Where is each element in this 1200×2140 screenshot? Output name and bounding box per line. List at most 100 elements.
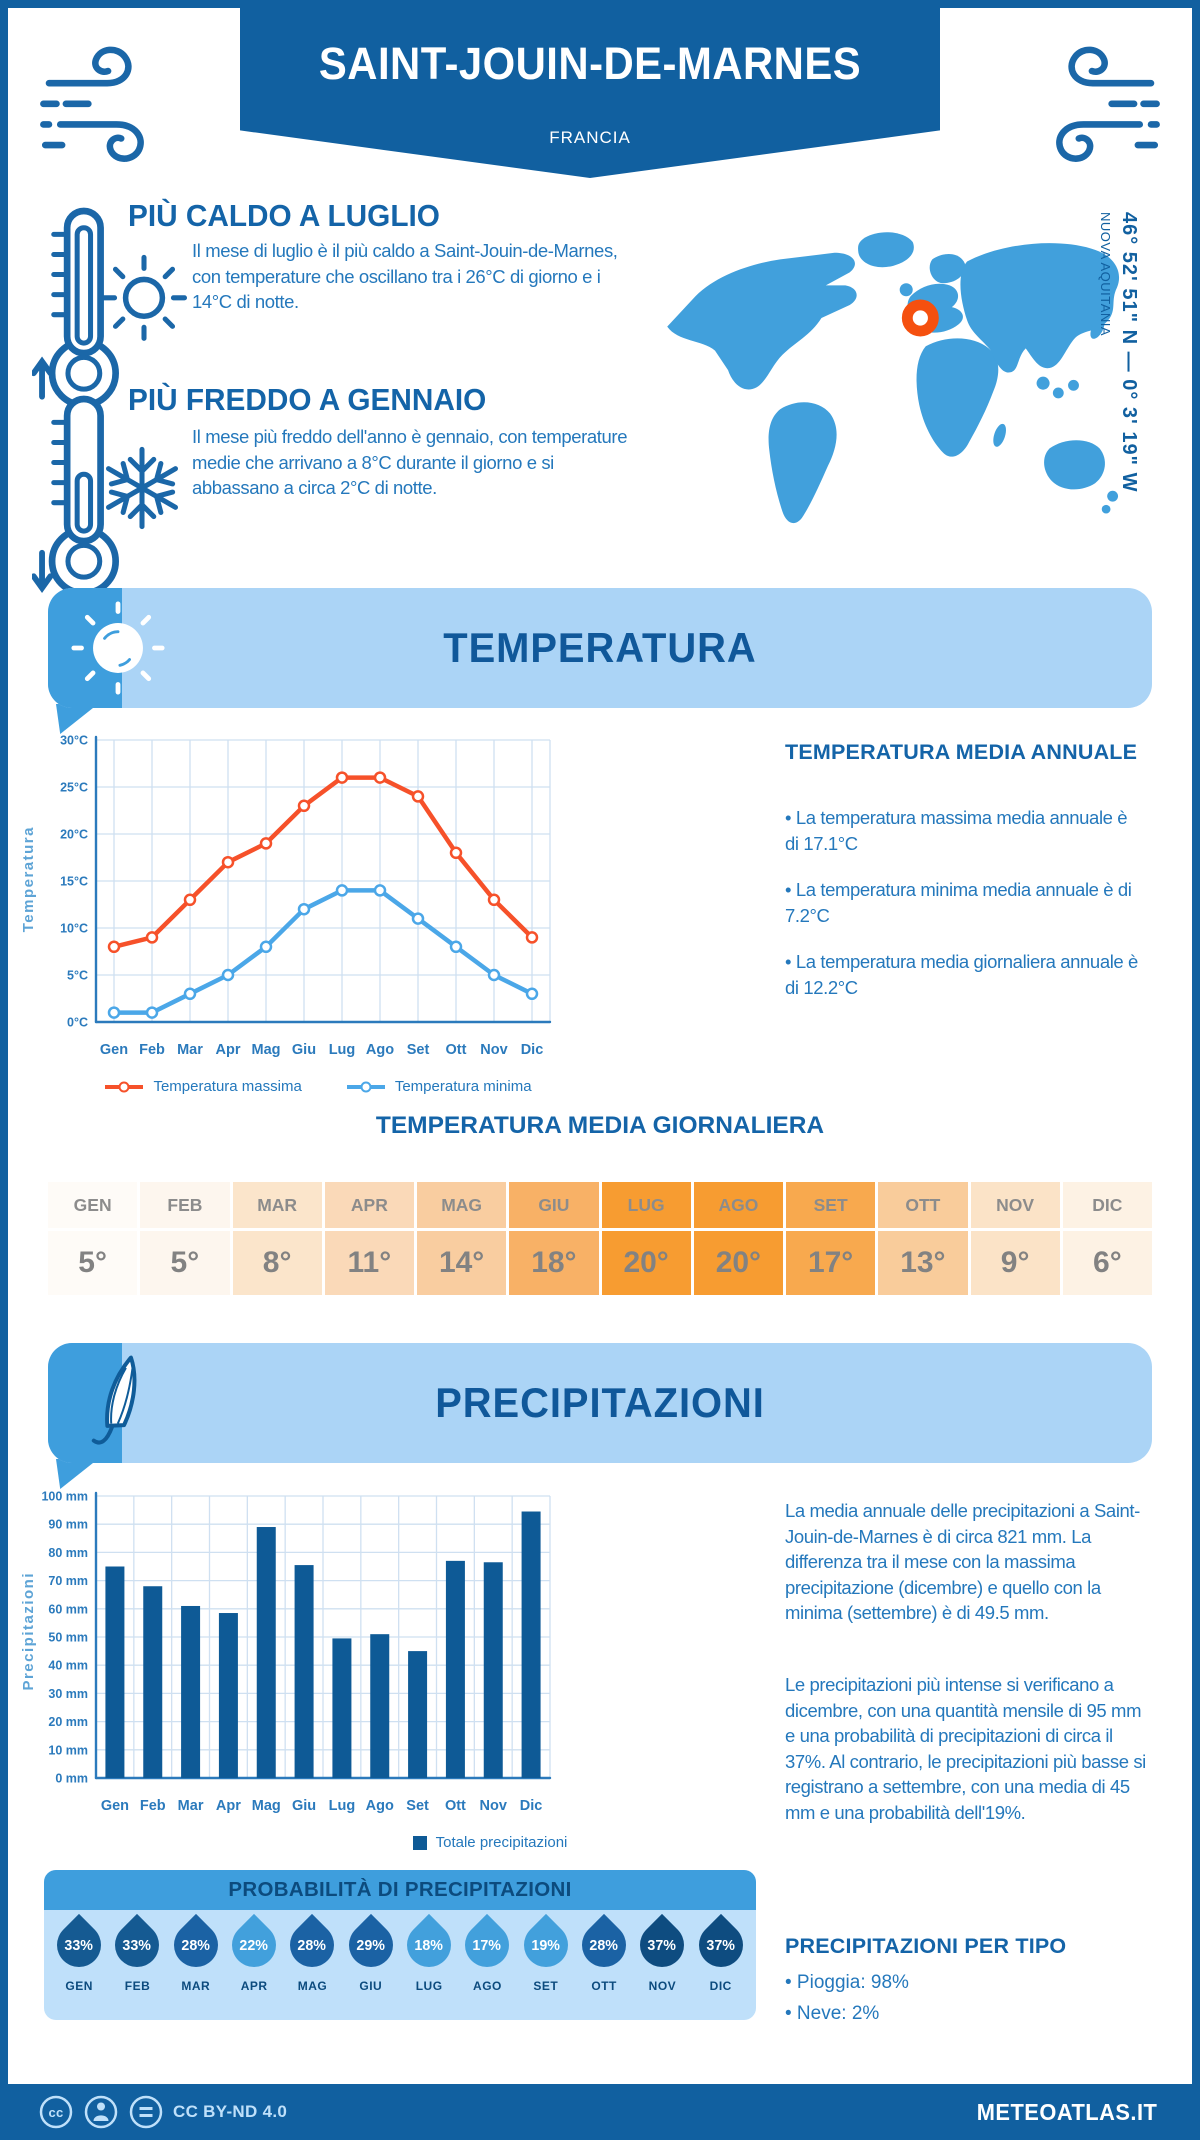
- month-label: MAR: [232, 1182, 322, 1231]
- cc-by-icon: [84, 2095, 118, 2129]
- wind-icon: [1056, 46, 1160, 162]
- svg-text:Apr: Apr: [216, 1798, 241, 1814]
- raindrop-icon: 28%: [164, 1913, 227, 1977]
- month-label: MAG: [417, 1182, 507, 1231]
- cold-section-text: Il mese più freddo dell'anno è gennaio, …: [192, 426, 628, 499]
- svg-text:Mag: Mag: [252, 1042, 281, 1058]
- world-map: [667, 232, 1120, 524]
- month-label: OTT: [591, 1979, 617, 1993]
- daily-temp-cell: DIC 6°: [1062, 1182, 1152, 1295]
- annual-temp-bullet: • La temperatura massima media annuale è…: [785, 807, 1128, 854]
- temp-value: 20°: [623, 1246, 669, 1279]
- region-label: NUOVA AQUITANIA: [1098, 212, 1113, 337]
- temperature-chart-legend: Temperatura massima Temperatura minima: [40, 1078, 596, 1095]
- svg-text:60 mm: 60 mm: [48, 1602, 88, 1616]
- temp-value: 6°: [1093, 1246, 1122, 1279]
- legend-item: Temperatura massima: [104, 1078, 302, 1095]
- month-label: LUG: [415, 1979, 443, 1993]
- svg-text:15°C: 15°C: [60, 875, 88, 889]
- probability-drop-item: 22% APR: [223, 1910, 286, 1993]
- month-label: DIC: [709, 1979, 732, 1993]
- daily-temp-cell: LUG 20°: [601, 1182, 691, 1295]
- raindrop-icon: 28%: [572, 1913, 636, 1977]
- temp-value: 9°: [1000, 1246, 1030, 1279]
- svg-text:50 mm: 50 mm: [48, 1631, 88, 1645]
- svg-text:20 mm: 20 mm: [48, 1715, 88, 1729]
- footer: cc CC BY-ND 4.0 METEOATLAS.IT: [0, 2084, 1200, 2140]
- svg-text:Lug: Lug: [329, 1798, 356, 1814]
- svg-text:Lug: Lug: [329, 1042, 356, 1058]
- thermometer-cold-icon: [32, 395, 119, 597]
- raindrop-icon: 18%: [398, 1913, 461, 1977]
- daily-temp-cell: NOV 9°: [970, 1182, 1060, 1295]
- month-label: DIC: [1062, 1182, 1152, 1231]
- svg-text:20°C: 20°C: [60, 828, 88, 842]
- raindrop-icon: 19%: [514, 1913, 577, 1977]
- banner-background: TEMPERATURA: [48, 588, 1152, 708]
- daily-temp-cell: MAG 14°: [417, 1182, 507, 1295]
- svg-text:30°C: 30°C: [60, 734, 88, 748]
- hot-section-title: PIÙ CALDO A LUGLIO: [128, 198, 440, 233]
- svg-text:Ott: Ott: [445, 1798, 466, 1814]
- daily-temp-cell: AGO 20°: [693, 1182, 783, 1295]
- page-border-top: [0, 0, 1200, 8]
- raindrop-icon: 33%: [106, 1913, 169, 1977]
- probability-drop-item: 28% MAR: [164, 1910, 227, 1993]
- annual-temp-title: TEMPERATURA MEDIA ANNUALE: [785, 740, 1138, 764]
- precip-type-list: • Pioggia: 98% • Neve: 2%: [785, 1972, 909, 2034]
- daily-temp-table: GEN 5° FEB 5° MAR 8° APR 11° MAG 14° GIU 18° LUG 20° A…: [48, 1182, 1152, 1295]
- sun-icon: [100, 254, 188, 341]
- page-border-left: [0, 0, 8, 2140]
- temp-value: 20°: [715, 1246, 762, 1279]
- temp-value: 18°: [531, 1246, 577, 1279]
- precip-type-title: PRECIPITAZIONI PER TIPO: [785, 1934, 1067, 1958]
- probability-drop-item: 28% MAG: [281, 1910, 344, 1993]
- probability-drops: 33% GEN 33% FEB 28% MAR 22% APR 28% MAG 29% GIU 18% L…: [44, 1910, 756, 1993]
- precip-type-bullet: • Neve: 2%: [785, 2003, 880, 2024]
- daily-temp-cell: MAR 8°: [232, 1182, 322, 1295]
- svg-text:90 mm: 90 mm: [48, 1518, 88, 1532]
- legend-item: Totale precipitazioni: [412, 1834, 567, 1851]
- svg-text:Dic: Dic: [521, 1042, 544, 1058]
- svg-text:Apr: Apr: [216, 1042, 241, 1058]
- month-label: LUG: [601, 1182, 691, 1231]
- precipitation-y-axis-label: Precipitazioni: [20, 1572, 37, 1691]
- annual-temp-bullet: • La temperatura media giornaliera annua…: [785, 951, 1138, 998]
- month-label: AGO: [693, 1182, 783, 1231]
- header-banner: SAINT-JOUIN-DE-MARNES FRANCIA: [240, 8, 940, 178]
- svg-text:Giu: Giu: [292, 1798, 316, 1814]
- probability-drop-item: 37% DIC: [689, 1910, 752, 1993]
- svg-text:Nov: Nov: [480, 1798, 507, 1814]
- svg-text:10 mm: 10 mm: [48, 1743, 88, 1757]
- coordinates-label: 46° 52' 51" N — 0° 3' 19" W: [1118, 212, 1140, 493]
- site-name: METEOATLAS.IT: [976, 2098, 1158, 2125]
- country-label: FRANCIA: [549, 128, 631, 147]
- month-label: APR: [324, 1182, 414, 1231]
- temperature-section-title: TEMPERATURA: [443, 624, 757, 671]
- daily-temp-cell: OTT 13°: [878, 1182, 968, 1295]
- svg-text:Gen: Gen: [100, 1042, 128, 1058]
- month-label: OTT: [878, 1182, 968, 1231]
- temp-value: 5°: [170, 1246, 200, 1279]
- svg-text:5°C: 5°C: [67, 969, 88, 983]
- month-label: GIU: [509, 1182, 599, 1231]
- page-border-right: [1192, 0, 1200, 2140]
- daily-temp-cell: SET 17°: [786, 1182, 876, 1295]
- raindrop-icon: 37%: [689, 1913, 752, 1977]
- svg-text:Set: Set: [407, 1042, 430, 1058]
- svg-text:100 mm: 100 mm: [41, 1490, 88, 1504]
- precipitation-chart: 0 mm 10 mm 20 mm 30 mm 40 mm 50 mm 60 mm 70 mm 8…: [40, 1482, 560, 1830]
- svg-text:0°C: 0°C: [67, 1016, 88, 1030]
- hot-section-text: Il mese di luglio è il più caldo a Saint…: [192, 240, 618, 313]
- temperature-section-banner: TEMPERATURA: [48, 588, 1152, 734]
- temperature-chart: 0°C 5°C 10°C 15°C 20°C 25°C 30°C Gen Feb Mar Apr Ma…: [40, 726, 560, 1074]
- svg-text:Mar: Mar: [178, 1798, 204, 1814]
- temp-value: 17°: [807, 1246, 854, 1279]
- daily-temp-cell: FEB 5°: [140, 1182, 230, 1295]
- month-label: GEN: [65, 1979, 93, 1993]
- svg-text:80 mm: 80 mm: [48, 1546, 88, 1560]
- svg-text:Giu: Giu: [292, 1042, 316, 1058]
- svg-text:40 mm: 40 mm: [48, 1659, 88, 1673]
- precip-paragraph-1: La media annuale delle precipitazioni a …: [785, 1500, 1140, 1624]
